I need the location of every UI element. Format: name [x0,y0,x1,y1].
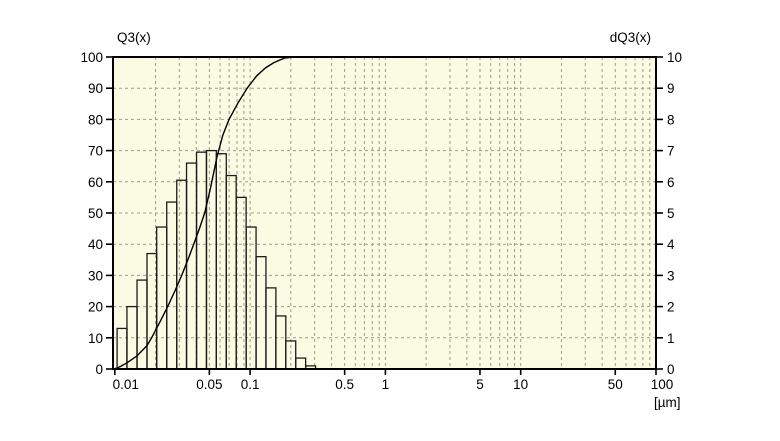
right-tick-label: 10 [667,50,682,65]
right-tick-label: 7 [667,144,675,159]
x-tick-label: 0.01 [113,377,139,392]
x-tick-label: 0.05 [196,377,222,392]
left-axis-title: Q3(x) [117,30,151,45]
right-axis-title: dQ3(x) [609,30,651,45]
right-tick-label: 2 [667,300,675,315]
x-tick-label: 5 [476,377,484,392]
left-tick-label: 40 [88,237,103,252]
right-tick-label: 6 [667,175,675,190]
right-tick-label: 3 [667,268,675,283]
x-tick-label: 100 [651,377,674,392]
left-tick-label: 90 [88,81,103,96]
left-tick-label: 30 [88,268,103,283]
x-axis-unit-label: [µm] [654,395,681,410]
cumulative-curve [112,56,656,370]
left-tick-label: 80 [88,112,103,127]
right-tick-label: 8 [667,112,675,127]
left-tick-label: 60 [88,175,103,190]
left-tick-label: 0 [95,362,103,377]
left-tick-label: 70 [88,144,103,159]
left-tick-label: 100 [80,50,103,65]
x-tick-label: 10 [513,377,528,392]
x-tick-label: 1 [382,377,390,392]
right-tick-label: 1 [667,331,675,346]
left-tick-label: 50 [88,206,103,221]
right-tick-label: 9 [667,81,675,96]
x-tick-label: 50 [608,377,623,392]
left-tick-label: 10 [88,331,103,346]
right-tick-label: 0 [667,362,675,377]
right-tick-label: 4 [667,237,675,252]
x-tick-label: 0.5 [335,377,354,392]
right-tick-label: 5 [667,206,675,221]
left-tick-label: 20 [88,300,103,315]
x-tick-label: 0.1 [241,377,260,392]
